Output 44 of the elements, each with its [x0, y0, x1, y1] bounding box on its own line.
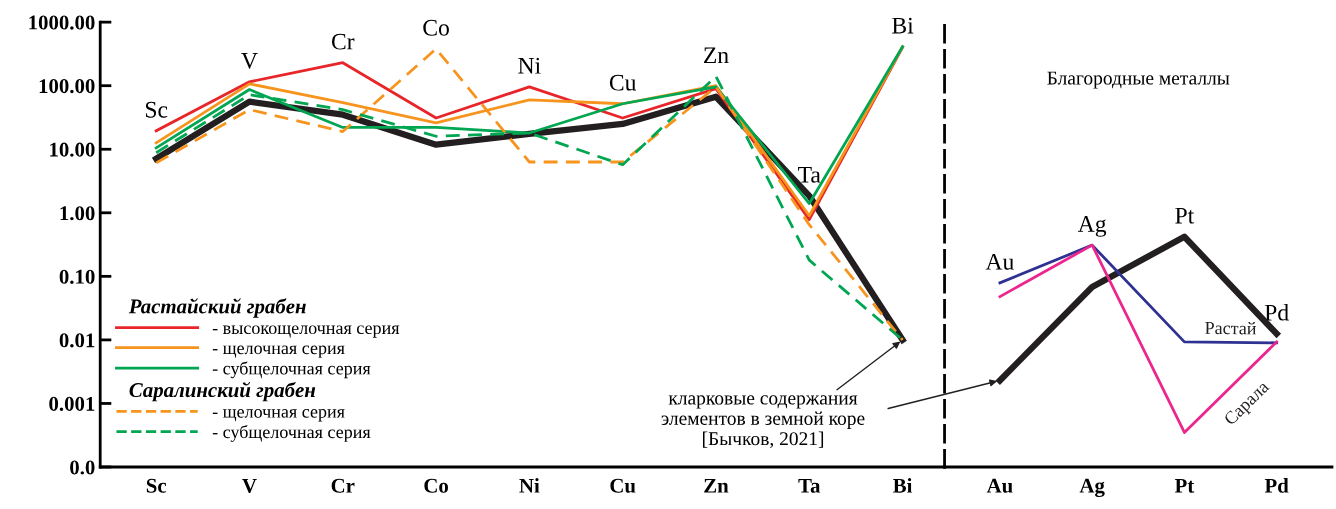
x-tick-label: Pt: [1174, 478, 1195, 493]
annotation: Pd: [1264, 304, 1289, 321]
y-tick-label: 100.00: [39, 79, 95, 94]
x-tick-label: Cu: [610, 478, 636, 493]
annotation: Sc: [145, 101, 168, 118]
x-tick-label: Cr: [331, 478, 355, 493]
x-tick-label: Sc: [146, 478, 167, 493]
annotation: Саралинский грабен: [129, 381, 316, 402]
y-tick-label: 10.00: [50, 142, 95, 157]
x-tick-label: Au: [986, 478, 1013, 493]
annotation: Bi: [892, 17, 914, 34]
annotation: кларковые содержания элементов в земной коре [Бычков, 2021]: [661, 395, 865, 449]
annotation: Растайский грабен: [128, 298, 306, 318]
y-tick-label: 1000.00: [29, 15, 95, 30]
legend-label: - субщелочная серия: [212, 425, 371, 442]
x-tick-label: Ag: [1079, 478, 1105, 498]
x-tick-label: Ni: [519, 478, 540, 493]
annotation: Благородные металлы: [1047, 71, 1230, 89]
annotation: Cu: [609, 74, 637, 91]
annotation: Ta: [798, 167, 821, 183]
x-tick-label: V: [242, 478, 257, 493]
x-tick-label: Bi: [893, 478, 913, 493]
y-tick-label: 1.00: [60, 206, 95, 221]
y-tick-label: 0.01: [59, 333, 95, 348]
annotation: Ni: [518, 57, 541, 74]
legend-label: - высокощелочная серия: [212, 325, 400, 338]
y-tick-label: 0.10: [59, 269, 95, 284]
x-tick-label: Co: [424, 478, 449, 493]
annotation: Ag: [1077, 216, 1107, 237]
series-label: Растай: [1205, 321, 1257, 335]
annotation: Zn: [703, 47, 729, 64]
legend-label: - субщелочная серия: [212, 361, 371, 379]
y-tick-label: 0.0: [70, 460, 95, 475]
annotation: Pt: [1175, 207, 1195, 224]
legend-label: - щелочная серия: [212, 409, 345, 422]
annotation: V: [241, 53, 258, 69]
annotation: Cr: [331, 33, 355, 50]
annotation: Co: [423, 19, 449, 36]
y-tick-label: 0.001: [49, 396, 95, 411]
legend-label: - щелочная серия: [212, 345, 345, 358]
x-tick-label: Pd: [1264, 478, 1289, 493]
x-tick-label: Zn: [704, 478, 729, 493]
x-tick-label: Ta: [798, 478, 821, 493]
annotation: Au: [985, 253, 1014, 270]
